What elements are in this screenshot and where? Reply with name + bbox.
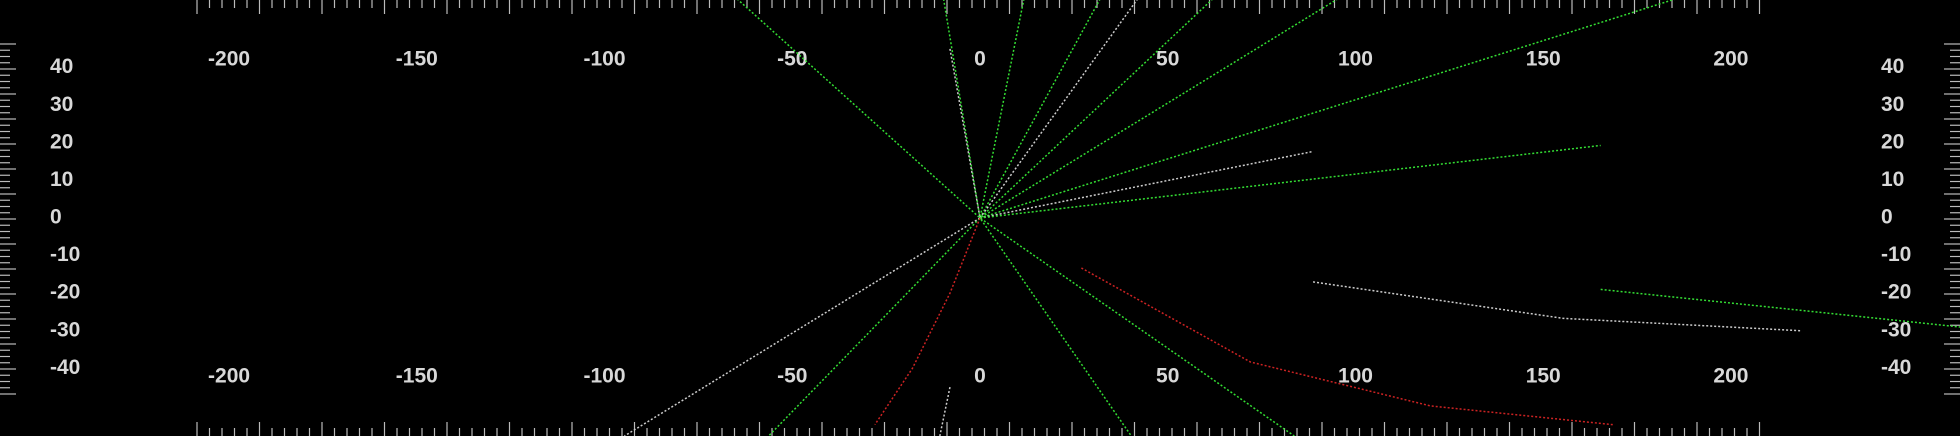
x-tick-label: 200: [1713, 365, 1748, 388]
y-tick-label: 0: [1881, 206, 1893, 229]
track: [949, 48, 981, 219]
y-tick-label: -10: [1881, 243, 1911, 266]
track: [1312, 281, 1802, 332]
x-tick-label: -50: [777, 365, 807, 388]
x-tick-label: -200: [208, 365, 250, 388]
x-tick-label: 0: [974, 48, 986, 71]
track: [979, 144, 1601, 219]
x-tick-label: -100: [584, 48, 626, 71]
y-tick-label: 10: [50, 168, 73, 191]
y-tick-label: -30: [1881, 318, 1911, 341]
track: [939, 386, 951, 436]
track: [1081, 267, 1614, 426]
y-tick-label: 10: [1881, 168, 1904, 191]
x-tick-label: 100: [1338, 365, 1373, 388]
x-tick-label: -150: [396, 365, 438, 388]
track: [979, 0, 1213, 219]
x-tick-label: 150: [1526, 48, 1561, 71]
x-tick-label: -50: [777, 48, 807, 71]
y-tick-label: 0: [50, 206, 62, 229]
track: [737, 0, 1295, 436]
y-tick-label: 30: [1881, 93, 1904, 116]
y-tick-label: 20: [50, 130, 73, 153]
y-tick-label: -20: [50, 281, 80, 304]
y-tick-label: -40: [1881, 356, 1911, 379]
x-tick-label: 0: [974, 365, 986, 388]
x-tick-label: 200: [1713, 48, 1748, 71]
track: [979, 0, 1101, 219]
track: [874, 217, 981, 426]
x-tick-label: 50: [1156, 365, 1179, 388]
y-tick-label: 40: [1881, 55, 1904, 78]
y-tick-label: 20: [1881, 130, 1904, 153]
y-tick-label: 30: [50, 93, 73, 116]
track: [979, 0, 1675, 219]
y-tick-label: -30: [50, 318, 80, 341]
y-tick-label: -10: [50, 243, 80, 266]
track: [943, 0, 1132, 436]
track: [979, 0, 1338, 219]
x-tick-label: -200: [208, 48, 250, 71]
x-tick-label: 100: [1338, 48, 1373, 71]
x-tick-label: -150: [396, 48, 438, 71]
y-tick-label: 40: [50, 55, 73, 78]
track: [979, 0, 1138, 219]
x-tick-label: 150: [1526, 365, 1561, 388]
y-tick-label: -20: [1881, 281, 1911, 304]
track: [768, 0, 1025, 436]
track: [624, 217, 981, 436]
track: [1600, 288, 1960, 328]
y-tick-label: -40: [50, 356, 80, 379]
x-tick-label: 50: [1156, 48, 1179, 71]
track: [979, 150, 1314, 219]
x-tick-label: -100: [584, 365, 626, 388]
